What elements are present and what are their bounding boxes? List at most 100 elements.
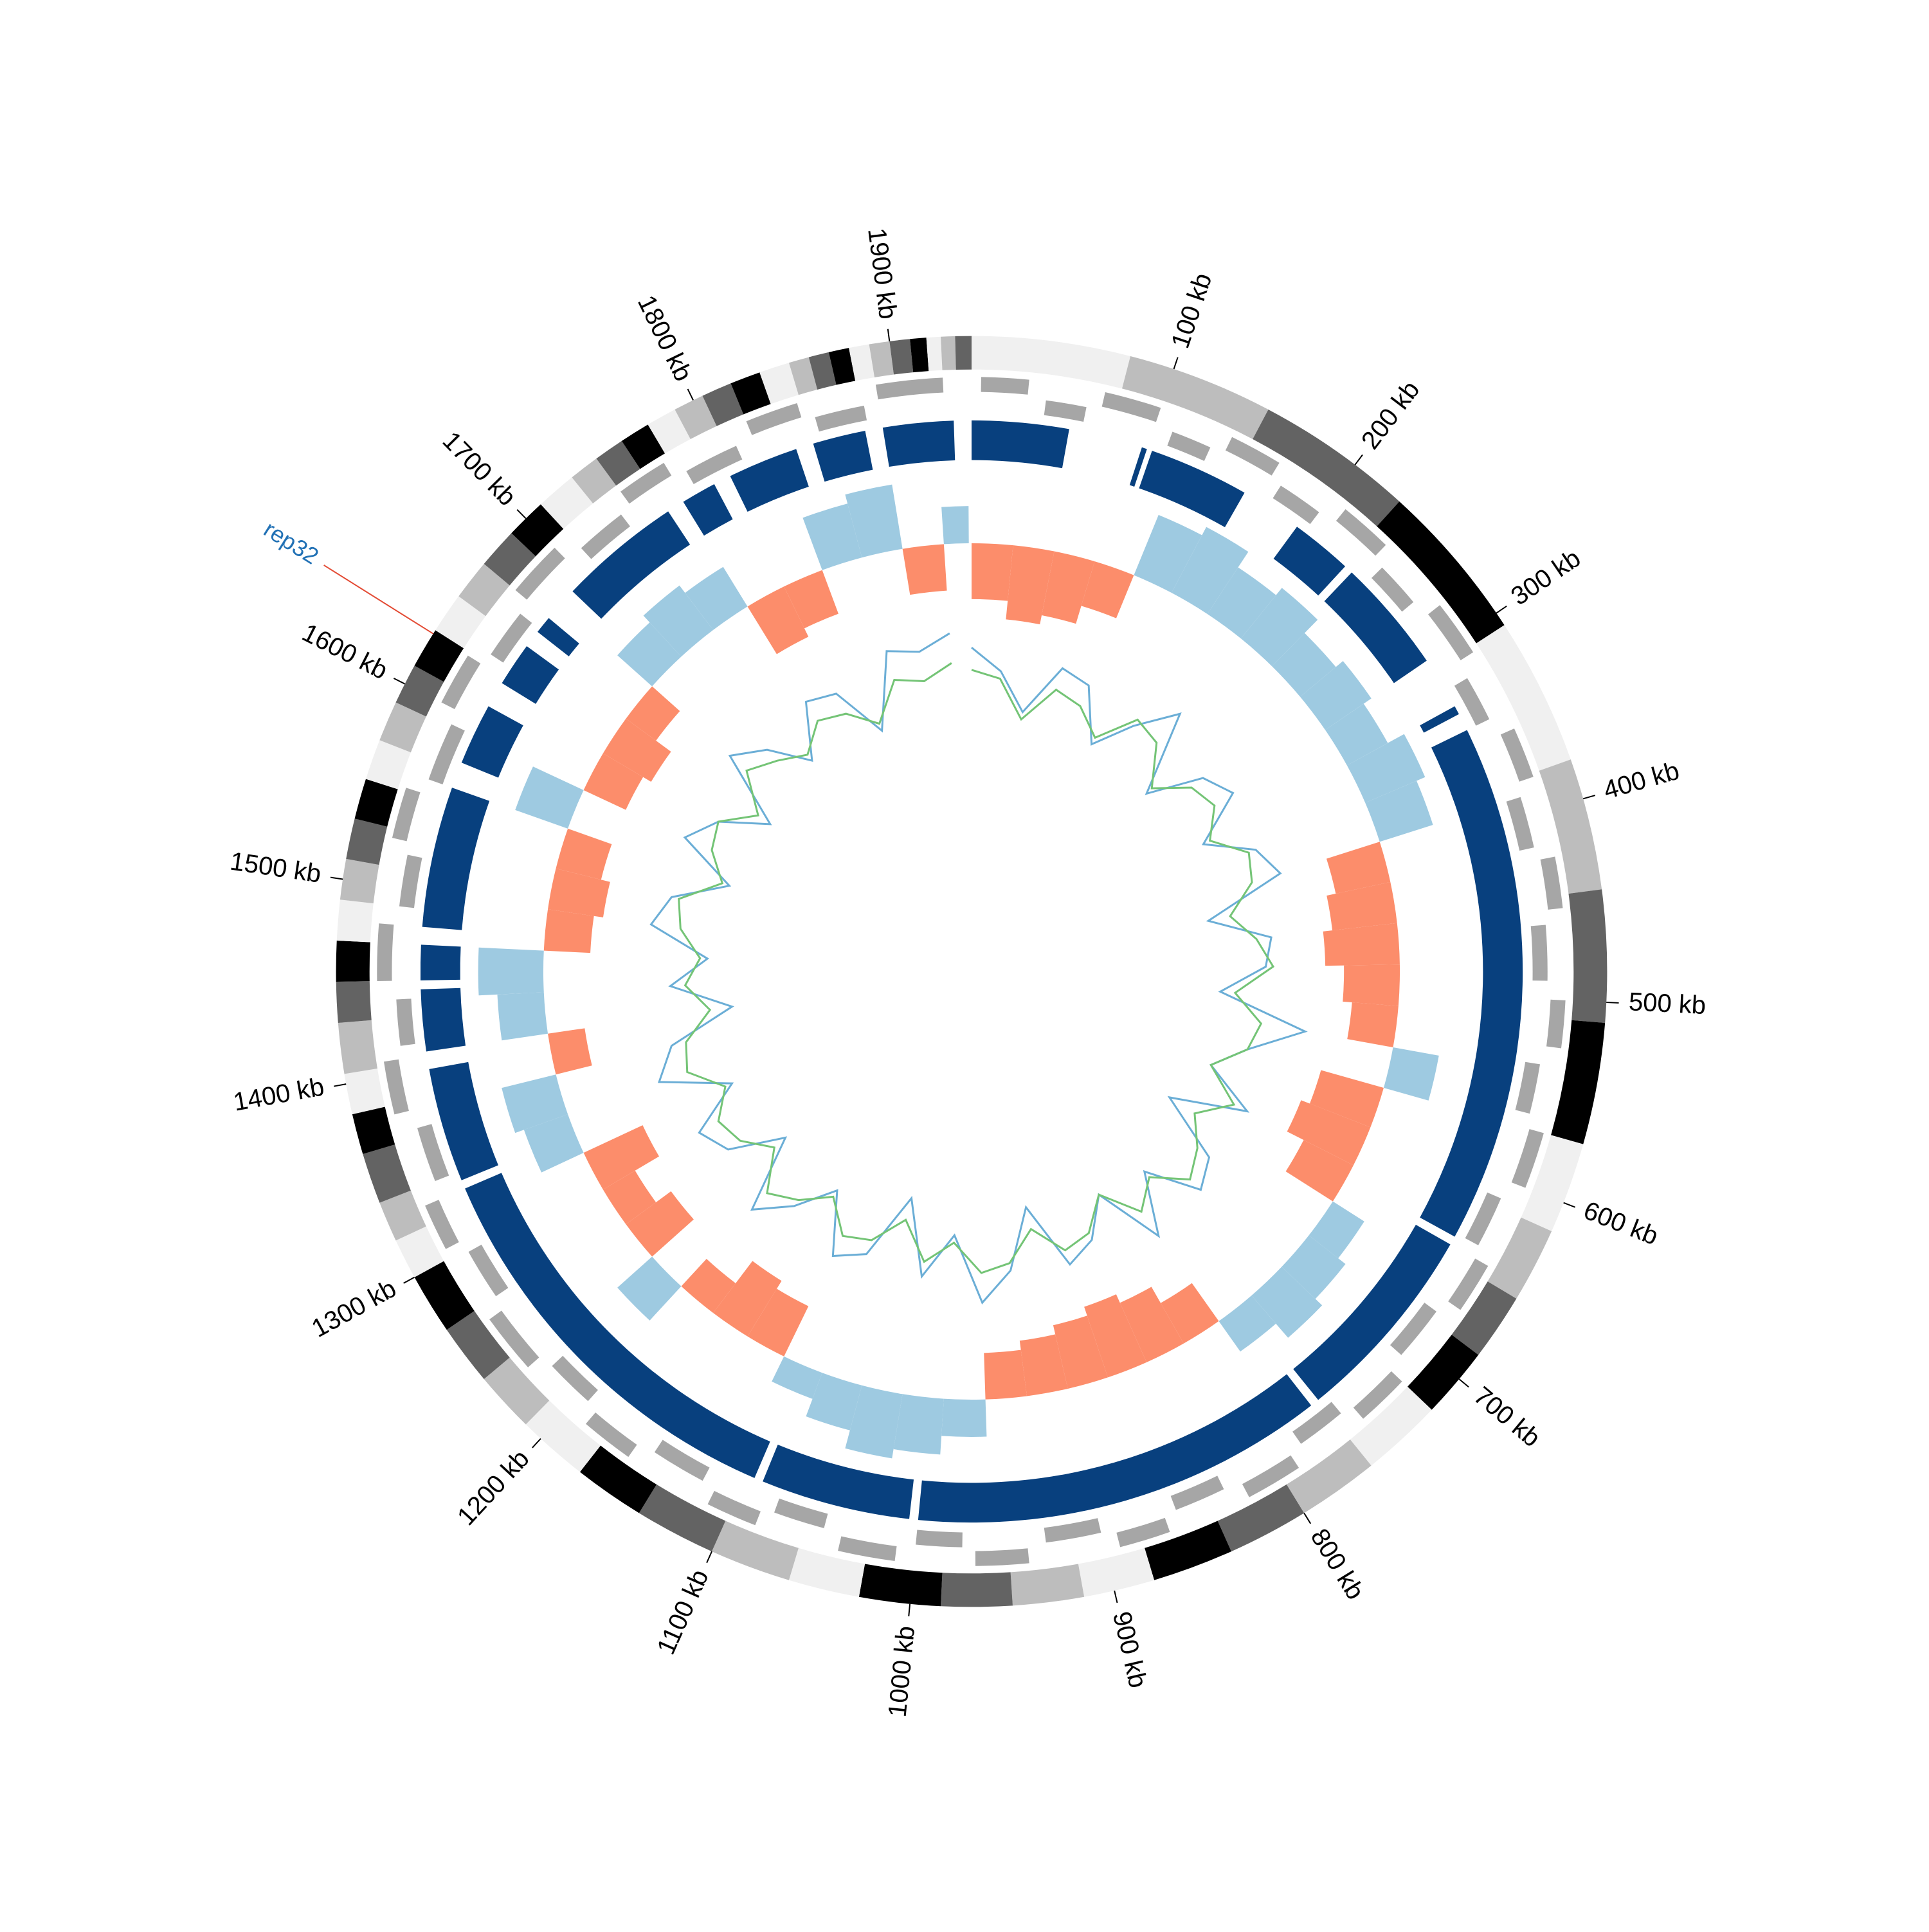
- band: [759, 363, 799, 404]
- gene: [1390, 1303, 1436, 1355]
- gene: [815, 406, 867, 432]
- skew-bar: [1343, 964, 1400, 1006]
- tick-label: 600 kb: [1580, 1196, 1662, 1251]
- gene: [425, 1200, 459, 1249]
- band: [972, 336, 1131, 389]
- band: [340, 858, 379, 904]
- skew-bar: [845, 484, 903, 558]
- band: [1521, 1135, 1584, 1231]
- gene: [686, 446, 743, 484]
- band: [379, 1190, 426, 1241]
- gene: [1454, 678, 1490, 726]
- skew-bar: [617, 622, 682, 687]
- band: [1551, 1020, 1606, 1144]
- skew-bar: [502, 1074, 568, 1133]
- band: [1122, 356, 1269, 440]
- gene: [399, 854, 422, 908]
- gene: [975, 1548, 1029, 1566]
- region: [1273, 527, 1346, 596]
- region: [1324, 572, 1427, 683]
- skew-bar: [543, 909, 594, 953]
- skew-bar: [626, 686, 680, 741]
- tick-label: 800 kb: [1305, 1524, 1370, 1604]
- band: [596, 440, 640, 486]
- band: [1217, 1484, 1305, 1552]
- gene: [875, 377, 944, 400]
- skew-bar: [1287, 1100, 1371, 1166]
- gene: [1540, 856, 1563, 910]
- gene: [1242, 1455, 1300, 1497]
- band: [395, 665, 444, 717]
- skew-bar: [1285, 1140, 1354, 1202]
- tick-label: 1200 kb: [452, 1445, 535, 1531]
- band: [379, 702, 426, 753]
- band: [435, 596, 486, 649]
- skew-bar: [1207, 567, 1276, 639]
- gene: [515, 547, 565, 600]
- tick-mark: [403, 1276, 415, 1284]
- band: [828, 348, 856, 385]
- gene: [1511, 1129, 1544, 1188]
- tick-mark: [1354, 454, 1363, 465]
- band: [638, 1484, 726, 1552]
- tick-label: 900 kb: [1107, 1609, 1152, 1690]
- skew-bar: [1300, 661, 1372, 730]
- gene: [1546, 999, 1566, 1049]
- skew-bar: [1134, 514, 1202, 593]
- tick-label: 400 kb: [1600, 757, 1683, 805]
- skew-bar: [1042, 551, 1095, 624]
- skew-bar: [1346, 734, 1426, 803]
- band: [808, 352, 837, 390]
- tick-label: 1000 kb: [883, 1625, 921, 1719]
- skew-bar: [902, 544, 947, 595]
- region: [465, 1173, 770, 1478]
- band: [788, 1548, 865, 1597]
- gene: [1515, 1061, 1541, 1114]
- gene: [1272, 485, 1319, 525]
- band: [941, 336, 956, 370]
- skew-bar: [802, 503, 862, 570]
- band: [1145, 1521, 1231, 1580]
- band: [366, 740, 411, 790]
- band: [926, 336, 943, 372]
- tick-label: 1400 kb: [231, 1072, 327, 1117]
- tick-label: 300 kb: [1506, 544, 1586, 611]
- region: [1139, 451, 1245, 528]
- gene: [1101, 392, 1161, 422]
- gene: [489, 1310, 539, 1368]
- skew-bar: [617, 1256, 682, 1321]
- gene: [1167, 431, 1211, 461]
- band: [869, 341, 894, 377]
- band: [1377, 501, 1505, 644]
- band: [395, 1226, 444, 1277]
- skew-bar: [1281, 1235, 1346, 1299]
- region: [461, 706, 523, 778]
- gene: [746, 403, 802, 435]
- band: [336, 941, 370, 982]
- band: [579, 1445, 657, 1513]
- gene: [417, 1124, 449, 1181]
- gene: [552, 1355, 598, 1402]
- band: [1350, 1386, 1432, 1466]
- skew-bar: [772, 1356, 822, 1399]
- skew-bar: [1084, 1294, 1147, 1378]
- skew-bar: [1323, 923, 1400, 966]
- region: [972, 420, 1069, 469]
- skew-bar: [1251, 1267, 1323, 1338]
- skew-bar: [685, 566, 748, 630]
- gene: [1506, 797, 1534, 851]
- band: [621, 424, 666, 469]
- skew-bar: [548, 868, 610, 917]
- tick-mark: [687, 388, 694, 401]
- skew-bar: [747, 586, 809, 655]
- band: [525, 1400, 601, 1472]
- skew-bar: [1325, 703, 1388, 766]
- annotation-label: rep32: [259, 516, 323, 570]
- skew-bar: [1019, 1334, 1068, 1396]
- gene: [581, 514, 630, 559]
- band: [675, 395, 717, 440]
- band: [1010, 1564, 1085, 1606]
- skew-bar: [845, 1385, 903, 1459]
- band: [354, 779, 398, 827]
- region: [813, 430, 873, 482]
